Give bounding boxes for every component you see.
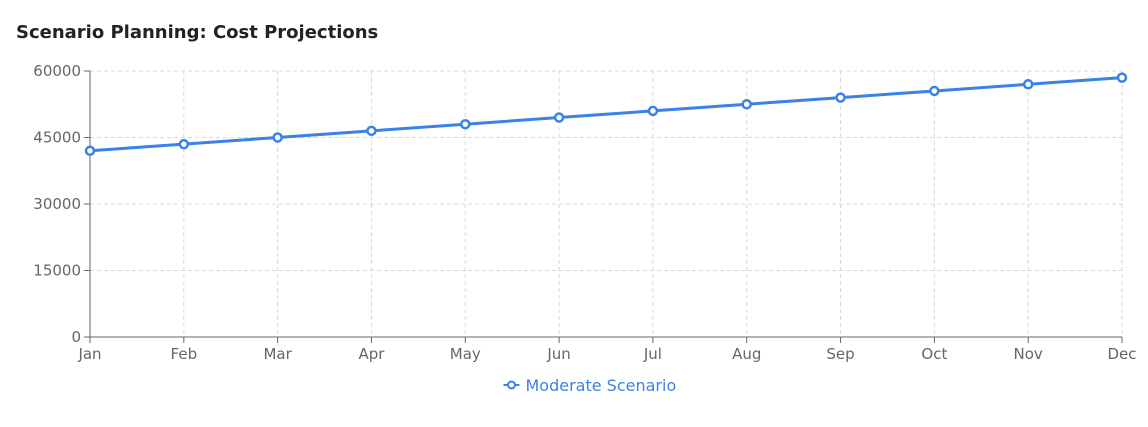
x-tick-label: Sep: [826, 345, 854, 363]
x-tick-label: Aug: [732, 345, 761, 363]
data-point[interactable]: [366, 125, 377, 137]
y-tick-label: 30000: [33, 195, 81, 213]
data-point[interactable]: [84, 145, 96, 157]
data-point[interactable]: [835, 92, 846, 103]
data-point[interactable]: [1116, 72, 1128, 83]
chart-title: Scenario Planning: Cost Projections: [16, 22, 379, 43]
x-tick-label: Feb: [171, 345, 198, 363]
x-tick-label: Jan: [77, 345, 101, 363]
x-tick-label: Mar: [263, 345, 292, 363]
data-point[interactable]: [929, 85, 940, 97]
legend-marker-icon: [507, 380, 516, 390]
x-tick-label: Jul: [643, 345, 662, 363]
x-tick-label: Jun: [546, 345, 570, 363]
data-point[interactable]: [460, 118, 471, 130]
x-tick-label: Oct: [921, 345, 947, 363]
y-tick-label: 0: [71, 328, 81, 346]
data-point[interactable]: [741, 99, 752, 110]
x-tick-label: Nov: [1014, 345, 1043, 363]
grid: [90, 70, 1123, 337]
legend-label: Moderate Scenario: [526, 376, 677, 395]
y-tick-label: 60000: [33, 62, 81, 80]
axes: 0 15000 30000 45000 60000 Jan Feb Mar Apr May Jun J…: [33, 62, 1136, 363]
data-point[interactable]: [272, 132, 283, 143]
data-point[interactable]: [178, 138, 190, 150]
y-tick-label: 45000: [33, 129, 81, 147]
legend-item[interactable]: Moderate Scenario: [503, 376, 677, 395]
x-tick-label: May: [450, 345, 481, 363]
y-tick-label: 15000: [33, 262, 81, 280]
series-layer: [84, 72, 1128, 157]
series-line: [89, 76, 1123, 153]
x-tick-label: Dec: [1107, 345, 1136, 363]
data-point[interactable]: [647, 105, 659, 117]
legend[interactable]: Moderate Scenario: [503, 376, 677, 395]
data-point[interactable]: [553, 112, 565, 123]
x-tick-label: Apr: [358, 345, 385, 363]
data-point[interactable]: [1022, 79, 1034, 90]
